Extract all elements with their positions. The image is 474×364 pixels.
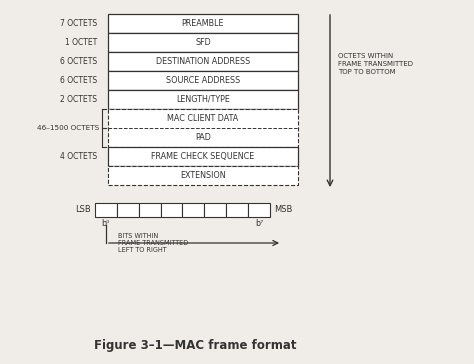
Text: PREAMBLE: PREAMBLE (182, 19, 224, 28)
Text: 4 OCTETS: 4 OCTETS (60, 152, 97, 161)
Bar (204, 203, 226, 217)
Bar (108, 109, 298, 147)
Bar (117, 203, 139, 217)
Text: MSB: MSB (274, 206, 292, 214)
Bar (108, 90, 298, 109)
Text: DESTINATION ADDRESS: DESTINATION ADDRESS (156, 57, 250, 66)
Text: SFD: SFD (195, 38, 211, 47)
Text: OCTETS WITHIN: OCTETS WITHIN (338, 54, 393, 59)
Text: MAC CLIENT DATA: MAC CLIENT DATA (167, 114, 238, 123)
Text: b⁷: b⁷ (255, 219, 263, 228)
Text: PAD: PAD (195, 133, 211, 142)
Text: 46–1500 OCTETS: 46–1500 OCTETS (37, 125, 99, 131)
Bar (161, 203, 182, 217)
Bar (108, 166, 298, 185)
Text: SOURCE ADDRESS: SOURCE ADDRESS (166, 76, 240, 85)
Text: b⁰: b⁰ (102, 219, 110, 228)
Bar (108, 33, 298, 52)
Text: LSB: LSB (75, 206, 91, 214)
Text: FRAME TRANSMITTED: FRAME TRANSMITTED (338, 62, 413, 67)
Text: Figure 3–1—MAC frame format: Figure 3–1—MAC frame format (94, 339, 296, 352)
Text: FRAME CHECK SEQUENCE: FRAME CHECK SEQUENCE (151, 152, 255, 161)
Bar (108, 147, 298, 166)
Text: FRAME TRANSMITTED: FRAME TRANSMITTED (118, 240, 188, 246)
Bar (182, 203, 204, 217)
Text: 1 OCTET: 1 OCTET (65, 38, 97, 47)
Bar (226, 203, 248, 217)
Text: 2 OCTETS: 2 OCTETS (60, 95, 97, 104)
Text: LEFT TO RIGHT: LEFT TO RIGHT (118, 247, 166, 253)
Text: 6 OCTETS: 6 OCTETS (60, 57, 97, 66)
Bar (108, 71, 298, 90)
Text: BITS WITHIN: BITS WITHIN (118, 233, 158, 239)
Bar (108, 52, 298, 71)
Text: LENGTH/TYPE: LENGTH/TYPE (176, 95, 230, 104)
Bar (108, 14, 298, 33)
Text: TOP TO BOTTOM: TOP TO BOTTOM (338, 70, 396, 75)
Bar (248, 203, 270, 217)
Bar (139, 203, 161, 217)
Text: EXTENSION: EXTENSION (180, 171, 226, 180)
Text: 7 OCTETS: 7 OCTETS (60, 19, 97, 28)
Bar (95, 203, 117, 217)
Text: 6 OCTETS: 6 OCTETS (60, 76, 97, 85)
